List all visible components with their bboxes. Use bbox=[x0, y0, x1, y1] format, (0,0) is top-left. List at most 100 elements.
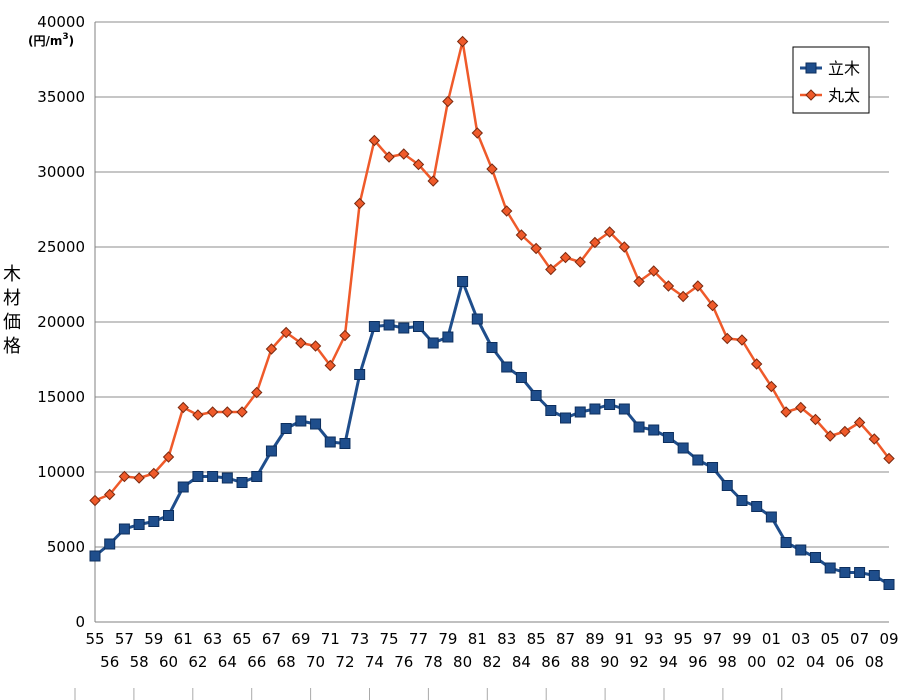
series-point bbox=[707, 462, 719, 473]
series-point bbox=[545, 405, 557, 416]
y-tick-label: 10000 bbox=[37, 463, 85, 481]
series-point bbox=[221, 406, 234, 418]
series-point bbox=[148, 467, 160, 480]
series-point bbox=[192, 471, 204, 482]
grid-lines bbox=[95, 21, 889, 548]
series-point bbox=[309, 340, 322, 352]
x-tick-label: 06 bbox=[835, 653, 854, 671]
series-point bbox=[530, 242, 542, 255]
series-point bbox=[368, 134, 381, 147]
series-point bbox=[618, 241, 631, 253]
series-point bbox=[236, 406, 248, 418]
x-tick-label: 56 bbox=[100, 653, 119, 671]
series-point bbox=[412, 321, 424, 332]
y-tick-label: 5000 bbox=[47, 538, 85, 556]
axes bbox=[94, 22, 889, 623]
series-point bbox=[795, 401, 807, 414]
series-point bbox=[692, 454, 704, 466]
series-point bbox=[118, 470, 131, 483]
series-point bbox=[677, 290, 689, 303]
x-tick-label: 95 bbox=[674, 630, 693, 648]
series-point bbox=[456, 35, 469, 48]
series-lines bbox=[94, 40, 890, 586]
y-tick-label: 40000 bbox=[37, 13, 85, 31]
series-point bbox=[692, 280, 704, 292]
series-point bbox=[265, 343, 278, 355]
series-point bbox=[706, 299, 719, 312]
series-point bbox=[633, 421, 645, 433]
series-point bbox=[163, 510, 175, 521]
series-point bbox=[104, 538, 116, 550]
series-point bbox=[515, 229, 528, 241]
x-tick-label: 73 bbox=[350, 630, 369, 648]
y-tick-labels: 0 5000 10000 15000 20000 25000 30000 35000 40000 bbox=[37, 13, 85, 631]
x-tick-label: 83 bbox=[497, 630, 516, 648]
x-tick-label: 62 bbox=[188, 653, 207, 671]
y-axis-label-char: 格 bbox=[3, 336, 21, 357]
y-tick-label: 35000 bbox=[37, 88, 85, 106]
series-point bbox=[883, 452, 895, 465]
series-point bbox=[280, 423, 292, 434]
series-point bbox=[471, 127, 484, 139]
x-tick-label: 07 bbox=[850, 630, 869, 648]
series-point bbox=[162, 451, 175, 463]
series-point bbox=[442, 331, 454, 343]
x-tick-label: 87 bbox=[556, 630, 575, 648]
series-point bbox=[839, 567, 851, 578]
x-tick-label: 59 bbox=[144, 630, 163, 648]
series-point bbox=[398, 322, 410, 334]
series-point bbox=[368, 321, 380, 332]
series-point bbox=[574, 406, 586, 418]
x-tick-label: 66 bbox=[247, 653, 266, 671]
series-point bbox=[559, 251, 572, 264]
x-tick-label: 55 bbox=[85, 630, 104, 648]
series-point bbox=[809, 552, 821, 563]
x-tick-label: 84 bbox=[512, 653, 531, 671]
x-tick-label: 88 bbox=[571, 653, 590, 671]
series-point bbox=[118, 523, 130, 535]
x-tick-label: 79 bbox=[438, 630, 457, 648]
series-point bbox=[648, 424, 660, 436]
x-tick-label: 58 bbox=[130, 653, 149, 671]
series-point bbox=[780, 537, 792, 548]
series-line bbox=[94, 40, 890, 502]
legend-marker bbox=[805, 89, 817, 101]
series-point bbox=[177, 481, 189, 493]
series-point bbox=[89, 494, 101, 507]
series-point bbox=[265, 445, 277, 457]
series-point bbox=[251, 386, 263, 399]
series-point bbox=[603, 226, 616, 238]
x-tick-label: 72 bbox=[335, 653, 354, 671]
x-tick-label: 86 bbox=[541, 653, 560, 671]
series-point bbox=[545, 263, 557, 276]
series-point bbox=[339, 329, 351, 342]
series-point bbox=[721, 332, 733, 345]
series-point bbox=[177, 401, 189, 414]
series-point bbox=[295, 415, 307, 427]
series-point bbox=[486, 163, 498, 175]
series-point bbox=[383, 151, 395, 163]
x-tick-label: 05 bbox=[821, 630, 840, 648]
x-tick-label: 01 bbox=[762, 630, 781, 648]
x-tick-label: 76 bbox=[394, 653, 413, 671]
series-point bbox=[839, 425, 851, 438]
y-tick-label: 30000 bbox=[37, 163, 85, 181]
series-point bbox=[765, 511, 777, 523]
series-point bbox=[324, 359, 336, 372]
legend-label: 立木 bbox=[828, 59, 860, 78]
series-point bbox=[648, 265, 660, 277]
series-point bbox=[383, 319, 395, 331]
series-point bbox=[530, 390, 542, 401]
y-tick-label: 25000 bbox=[37, 238, 85, 256]
x-tick-label: 60 bbox=[159, 653, 178, 671]
x-tick-label: 02 bbox=[777, 653, 796, 671]
series-point bbox=[353, 197, 366, 210]
series-point bbox=[765, 380, 778, 393]
y-unit-superscript: 3 bbox=[62, 32, 68, 42]
series-point bbox=[221, 472, 233, 484]
series-point bbox=[310, 418, 322, 430]
series-point bbox=[427, 175, 439, 187]
series-point bbox=[500, 205, 513, 217]
series-line bbox=[94, 280, 890, 586]
